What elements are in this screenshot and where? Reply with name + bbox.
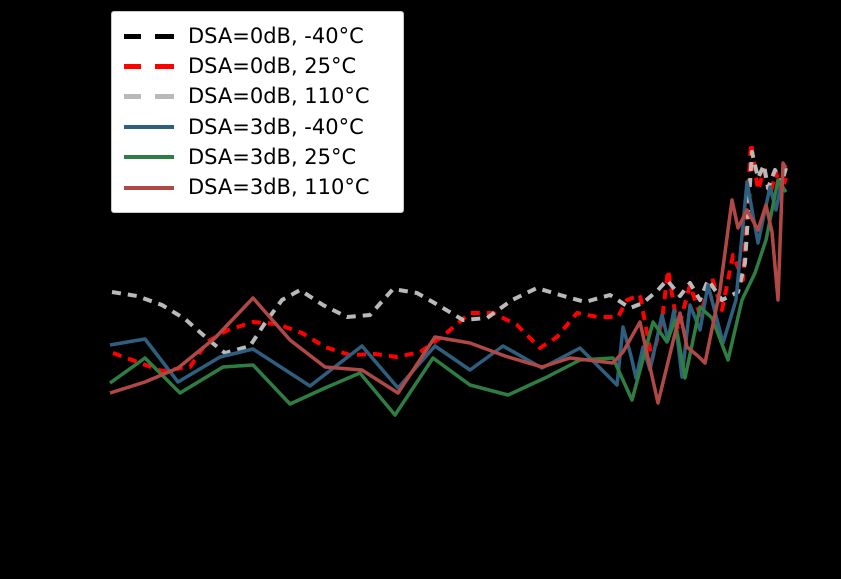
legend-item-label: DSA=0dB, 25°C: [188, 54, 357, 79]
legend-line-sample: [124, 155, 174, 160]
legend-item-label: DSA=3dB, 110°C: [188, 175, 370, 200]
legend-item: DSA=3dB, 25°C: [124, 145, 393, 169]
series-line-dsa-3db-110-c: [109, 161, 788, 405]
legend-item-label: DSA=3dB, -40°C: [188, 114, 364, 139]
legend-item: DSA=0dB, -40°C: [124, 24, 393, 48]
series-line-dsa-3db-25-c: [108, 178, 788, 417]
legend-item-label: DSA=0dB, 110°C: [188, 84, 370, 109]
legend: DSA=0dB, -40°C DSA=0dB, 25°C DSA=0dB, 11…: [111, 11, 404, 213]
legend-line-sample: [124, 64, 174, 70]
legend-line-sample: [124, 125, 174, 130]
legend-line-sample: [124, 33, 174, 39]
legend-item: DSA=3dB, 110°C: [124, 176, 393, 200]
series-line-dsa-0db-25-c: [112, 141, 788, 373]
series-line-dsa-3db-40-c: [109, 179, 784, 390]
legend-item: DSA=3dB, -40°C: [124, 115, 393, 139]
legend-item-label: DSA=0dB, -40°C: [188, 23, 364, 48]
legend-line-sample: [124, 94, 174, 100]
legend-item: DSA=0dB, 110°C: [124, 85, 393, 109]
series-line-dsa-0db-110-c: [111, 150, 788, 355]
legend-line-sample: [124, 185, 174, 190]
legend-item-label: DSA=3dB, 25°C: [188, 144, 357, 169]
legend-item: DSA=0dB, 25°C: [124, 55, 393, 79]
